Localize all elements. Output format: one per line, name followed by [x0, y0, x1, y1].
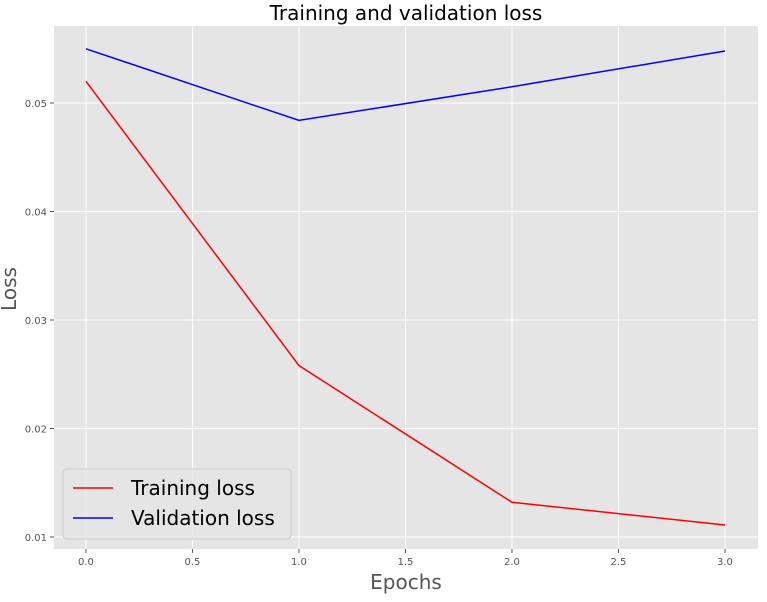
- x-tick-label: 1.0: [291, 557, 307, 568]
- legend-box: [62, 468, 292, 540]
- x-tick-label: 0.0: [78, 557, 94, 568]
- legend-label-validation: Validation loss: [131, 506, 275, 530]
- y-tick-label: 0.02: [25, 424, 47, 435]
- series-lines: [85, 48, 726, 526]
- x-tick-label: 1.5: [398, 557, 414, 568]
- x-tick-label: 2.5: [611, 557, 627, 568]
- legend: Training loss Validation loss: [62, 468, 292, 540]
- chart-title: Training and validation loss: [269, 1, 543, 25]
- x-tick-label: 2.0: [504, 557, 520, 568]
- y-tick-label: 0.05: [25, 99, 47, 110]
- y-tick-label: 0.01: [25, 533, 47, 544]
- y-tick-label: 0.03: [25, 316, 47, 327]
- series-line-training: [85, 80, 726, 526]
- y-axis-label: Loss: [0, 267, 21, 311]
- x-tick-label: 3.0: [717, 557, 733, 568]
- y-tick-label: 0.04: [25, 208, 47, 219]
- x-axis-label: Epochs: [370, 570, 442, 594]
- ticks: 0.0 0.5 1.0 1.5 2.0 2.5 3.0 0.01 0.02 0.03 0.04 0.0…: [25, 99, 733, 568]
- plot-area: [54, 26, 758, 549]
- x-tick-label: 0.5: [185, 557, 201, 568]
- legend-label-training: Training loss: [130, 476, 255, 500]
- series-line-validation: [85, 48, 726, 122]
